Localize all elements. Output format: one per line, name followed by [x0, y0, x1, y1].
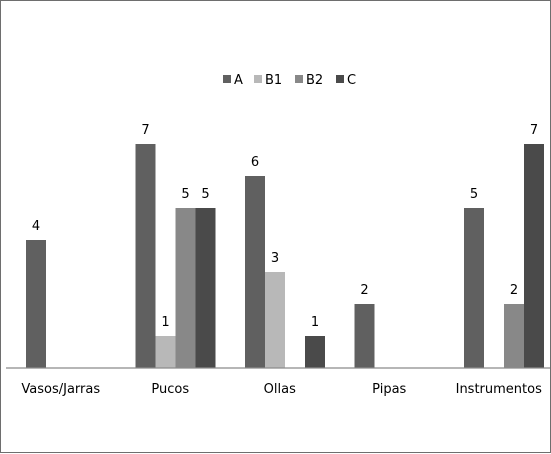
legend-swatch-b1 [254, 75, 262, 83]
legend-swatch-b2 [295, 75, 303, 83]
x-tick-label: Ollas [264, 382, 296, 397]
data-label: 3 [271, 251, 279, 266]
bar-a-ollas [245, 176, 265, 368]
data-label: 5 [201, 187, 209, 202]
bar-a-instrumentos [464, 208, 484, 368]
x-tick-label: Instrumentos [456, 382, 542, 397]
bars-group [26, 144, 544, 368]
data-label: 5 [181, 187, 189, 202]
legend-label-b1: B1 [265, 73, 282, 88]
legend-label-c: C [347, 73, 356, 88]
bar-c-ollas [305, 336, 325, 368]
data-label: 2 [510, 283, 518, 298]
bar-b1-ollas [265, 272, 285, 368]
data-label: 4 [32, 219, 40, 234]
bar-c-instrumentos [524, 144, 544, 368]
bar-a-pucos [135, 144, 156, 368]
bar-b1-pucos [155, 336, 176, 368]
bar-a-vasos-jarras [26, 240, 46, 368]
x-tick-label: Vasos/Jarras [21, 382, 100, 397]
data-label: 6 [251, 155, 259, 170]
x-tick-label: Pipas [372, 382, 406, 397]
legend-label-a: A [234, 73, 243, 88]
data-label: 7 [530, 123, 538, 138]
bar-c-pucos [195, 208, 216, 368]
legend-swatch-a [223, 75, 231, 83]
bar-b2-pucos [175, 208, 196, 368]
bar-a-pipas [354, 304, 375, 368]
data-label: 1 [311, 315, 319, 330]
legend-swatch-c [336, 75, 344, 83]
legend: A B1 B2 C [223, 73, 356, 88]
data-label: 2 [360, 283, 368, 298]
x-tick-labels: Vasos/Jarras Pucos Ollas Pipas Instrumentos [21, 382, 542, 397]
data-label: 5 [470, 187, 478, 202]
data-label: 1 [161, 315, 169, 330]
x-tick-label: Pucos [151, 382, 189, 397]
bar-b2-instrumentos [504, 304, 524, 368]
data-label: 7 [141, 123, 149, 138]
legend-label-b2: B2 [306, 73, 323, 88]
